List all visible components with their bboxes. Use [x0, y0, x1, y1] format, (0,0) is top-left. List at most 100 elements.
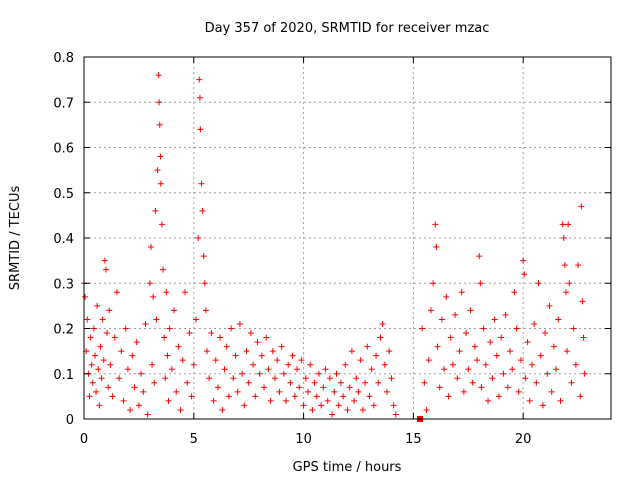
data-point: [449, 361, 456, 368]
data-point: [463, 330, 470, 337]
data-point: [309, 406, 316, 413]
data-point: [557, 397, 564, 404]
data-point: [564, 348, 571, 355]
data-point: [163, 289, 170, 296]
data-point: [359, 406, 366, 413]
data-point: [562, 289, 569, 296]
x-tick-label: 10: [295, 432, 312, 447]
data-point: [160, 266, 167, 273]
data-point: [298, 357, 305, 364]
data-point: [225, 393, 232, 400]
data-point: [460, 388, 467, 395]
data-point: [452, 311, 459, 318]
data-point: [578, 203, 585, 210]
data-point: [203, 348, 210, 355]
data-point: [423, 406, 430, 413]
data-point: [366, 393, 373, 400]
data-point: [474, 357, 481, 364]
data-point: [447, 334, 454, 341]
data-point: [104, 330, 111, 337]
data-point: [258, 352, 265, 359]
data-point: [188, 393, 195, 400]
data-point: [469, 379, 476, 386]
data-point: [346, 384, 353, 391]
data-point: [285, 361, 292, 368]
data-point: [236, 320, 243, 327]
data-point: [500, 370, 507, 377]
data-point: [318, 402, 325, 409]
data-point: [300, 402, 307, 409]
data-point: [419, 325, 426, 332]
y-tick-label: 0.8: [53, 51, 74, 66]
data-point: [379, 320, 386, 327]
data-point: [105, 384, 112, 391]
data-point: [456, 348, 463, 355]
data-point: [158, 221, 165, 228]
data-point: [192, 316, 199, 323]
data-point: [120, 397, 127, 404]
data-point: [433, 244, 440, 251]
data-point: [157, 153, 164, 160]
data-point: [487, 339, 494, 346]
data-point: [517, 357, 524, 364]
x-tick-label: 20: [515, 432, 532, 447]
y-tick-label: 0.4: [53, 232, 74, 247]
data-point: [377, 334, 384, 341]
data-point: [436, 384, 443, 391]
data-point: [173, 388, 180, 395]
data-point: [388, 375, 395, 382]
data-point: [272, 375, 279, 382]
data-point: [344, 406, 351, 413]
data-point: [161, 334, 168, 341]
data-point: [311, 379, 318, 386]
data-point: [127, 406, 134, 413]
data-point: [580, 334, 587, 341]
y-tick-label: 0.7: [53, 96, 74, 111]
data-point: [265, 366, 272, 373]
x-axis-label: GPS time / hours: [293, 460, 402, 475]
data-point: [182, 289, 189, 296]
data-point: [489, 375, 496, 382]
data-point: [199, 207, 206, 214]
axes: 0 0.1 0.2 0.3 0.4 0.5 0.6 0.7 0.8 0 5 10 15 20: [53, 51, 611, 447]
data-point: [425, 357, 432, 364]
data-point: [333, 370, 340, 377]
data-point: [135, 402, 142, 409]
data-point: [289, 352, 296, 359]
data-point: [131, 384, 138, 391]
data-point: [97, 343, 104, 350]
data-point: [99, 316, 106, 323]
data-point: [565, 221, 572, 228]
data-point: [348, 348, 355, 355]
data-point: [296, 384, 303, 391]
x-tick-label: 0: [80, 432, 88, 447]
y-tick-label: 0: [66, 413, 74, 428]
data-point: [263, 334, 270, 341]
data-point: [198, 180, 205, 187]
data-point: [493, 352, 500, 359]
data-point: [171, 307, 178, 314]
data-point: [208, 330, 215, 337]
data-point: [102, 266, 109, 273]
data-point: [521, 271, 528, 278]
data-point: [522, 375, 529, 382]
data-point: [197, 126, 204, 133]
data-point: [111, 334, 118, 341]
data-point: [88, 361, 95, 368]
data-point: [304, 388, 311, 395]
data-point: [149, 361, 156, 368]
data-point: [256, 370, 263, 377]
data-point: [427, 307, 434, 314]
data-point: [307, 361, 314, 368]
data-point: [147, 244, 154, 251]
data-point: [254, 339, 261, 346]
data-point: [353, 375, 360, 382]
data-point: [118, 348, 125, 355]
data-point: [184, 379, 191, 386]
data-point: [267, 397, 274, 404]
data-point: [496, 393, 503, 400]
data-point: [113, 289, 120, 296]
data-point: [566, 280, 573, 287]
data-point: [430, 280, 437, 287]
data-point: [116, 375, 123, 382]
